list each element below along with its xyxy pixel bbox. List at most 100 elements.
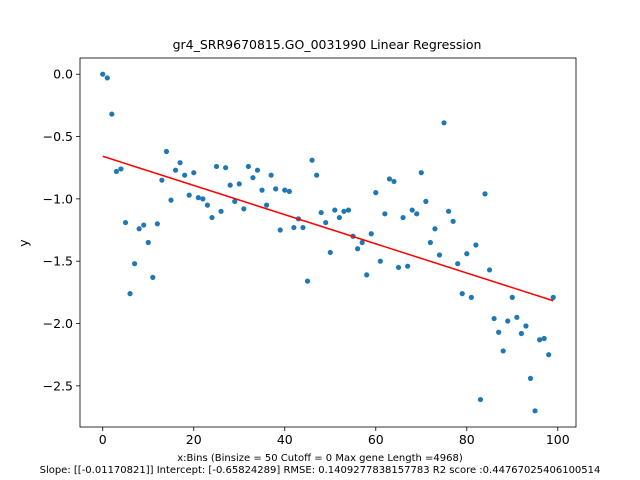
data-point (118, 166, 124, 172)
data-point (532, 408, 538, 414)
data-point (327, 249, 333, 256)
data-point (373, 190, 379, 196)
data-point (254, 167, 261, 173)
x-tick-label: 0 (99, 432, 107, 447)
y-tick-label: −1.0 (43, 191, 73, 206)
data-point (323, 219, 329, 226)
x-tick-label: 80 (459, 432, 475, 447)
data-point (109, 111, 115, 117)
data-point (277, 227, 283, 233)
data-point (496, 329, 502, 335)
data-point (132, 261, 138, 267)
data-point (259, 187, 265, 193)
data-point (423, 198, 429, 204)
data-point (263, 202, 270, 208)
data-point (204, 202, 211, 208)
data-point (223, 165, 229, 171)
data-point (122, 219, 129, 226)
x-tick-label: 20 (186, 432, 202, 447)
data-point (500, 348, 506, 354)
data-point (309, 157, 315, 163)
data-point (127, 291, 133, 297)
data-point (227, 182, 233, 188)
data-point (241, 206, 247, 212)
data-point (432, 226, 438, 232)
x-tick-label: 40 (277, 432, 293, 447)
data-point (177, 160, 183, 166)
data-point (163, 148, 170, 155)
data-point (409, 207, 415, 213)
data-point (550, 294, 556, 300)
data-point (341, 208, 347, 214)
regression-stats: Slope: [[-0.01170821]] Intercept: [-0.65… (39, 465, 601, 476)
data-point (291, 224, 297, 231)
data-point (191, 170, 197, 176)
data-point (286, 188, 292, 194)
data-point (405, 263, 411, 269)
y-tick-label: −2.0 (43, 316, 73, 331)
data-point (464, 251, 470, 257)
data-point (209, 214, 215, 221)
data-point (159, 177, 165, 183)
x-tick-label: 60 (368, 432, 384, 447)
data-point (154, 221, 160, 227)
data-point (364, 272, 370, 278)
data-point (418, 170, 424, 176)
data-point (273, 186, 279, 192)
x-axis-label: x:Bins (Binsize = 50 Cutoff = 0 Max gene… (177, 453, 463, 464)
data-point (473, 242, 479, 248)
data-point (168, 197, 174, 203)
data-point (491, 315, 497, 322)
data-point (113, 168, 120, 175)
data-point (332, 207, 338, 213)
data-point (414, 211, 420, 217)
data-point (395, 264, 402, 271)
data-point (318, 209, 324, 216)
data-point (514, 314, 520, 320)
data-point (427, 239, 433, 246)
regression-line (102, 155, 554, 302)
data-point (195, 195, 201, 201)
data-point (213, 163, 220, 170)
data-point (468, 294, 474, 300)
data-point (391, 178, 397, 185)
data-point (445, 208, 452, 214)
data-point (172, 167, 179, 173)
data-point (182, 172, 188, 178)
data-point (386, 176, 393, 182)
data-point (486, 267, 493, 273)
data-point (527, 375, 534, 381)
data-point (518, 330, 524, 337)
data-point (368, 231, 374, 237)
data-point (232, 198, 238, 204)
data-point (136, 226, 142, 232)
data-point (150, 274, 156, 281)
data-point (546, 352, 552, 358)
data-point (218, 208, 224, 214)
data-point (477, 396, 484, 403)
data-point (245, 163, 251, 170)
data-point (304, 278, 311, 284)
data-point (509, 294, 515, 300)
data-point (268, 172, 274, 178)
data-point (400, 214, 406, 221)
data-point (536, 337, 543, 343)
data-point (523, 323, 529, 329)
data-point (377, 258, 383, 264)
y-tick-label: −0.5 (43, 129, 73, 144)
data-point (450, 218, 456, 224)
data-point (300, 224, 306, 231)
chart-title: gr4_SRR9670815.GO_0031990 Linear Regress… (173, 37, 482, 52)
y-tick-label: −2.5 (43, 378, 73, 393)
data-point (541, 335, 547, 342)
data-point (436, 252, 443, 258)
data-point (314, 172, 320, 178)
data-point (104, 75, 110, 81)
x-tick-label: 100 (546, 432, 570, 447)
data-point (354, 246, 361, 252)
data-point (145, 239, 151, 246)
data-point (482, 191, 488, 197)
plot-frame (79, 57, 577, 428)
data-point (141, 222, 147, 228)
data-point (100, 71, 106, 77)
